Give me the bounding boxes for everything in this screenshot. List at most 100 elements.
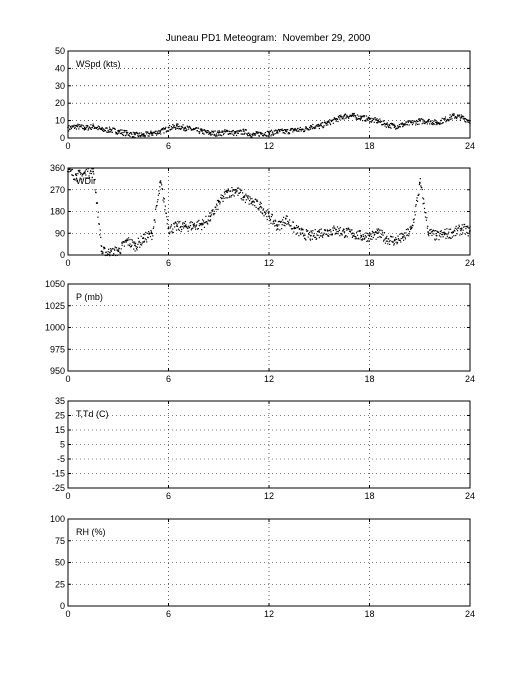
wdir-data-point — [275, 220, 277, 222]
wspd-data-point — [118, 131, 120, 133]
wdir-data-point — [441, 231, 443, 234]
wdir-data-point — [258, 209, 260, 211]
wdir-data-point — [215, 206, 217, 208]
wdir-data-point — [435, 229, 437, 232]
wspd-data-point — [271, 131, 273, 133]
wdir-data-point — [421, 187, 423, 189]
wdir-data-point — [182, 222, 184, 224]
wdir-data-point — [344, 236, 346, 238]
wspd-data-point — [215, 135, 217, 137]
wdir-data-point — [94, 179, 96, 181]
wdir-data-point — [210, 214, 213, 216]
wdir-data-point — [281, 224, 283, 226]
wspd-data-point — [84, 127, 86, 130]
wdir-data-point — [111, 248, 113, 250]
wspd-data-point — [352, 112, 354, 115]
wspd-data-point — [276, 131, 278, 133]
wspd-data-point — [282, 129, 285, 132]
wspd-data-point — [134, 132, 136, 134]
wdir-data-point — [201, 228, 203, 231]
wspd-value-point — [402, 123, 404, 125]
wspd-data-point — [432, 124, 434, 126]
wspd-data-point — [204, 129, 206, 132]
wdir-data-point — [442, 233, 444, 236]
wspd-data-point — [151, 134, 153, 136]
wspd-data-point — [108, 126, 111, 128]
wdir-data-point — [88, 175, 90, 177]
wspd-data-point — [140, 132, 142, 134]
wspd-data-point — [318, 127, 320, 130]
wspd-value-point — [351, 114, 354, 117]
wdir-data-point — [127, 239, 129, 242]
wspd-value-point — [309, 124, 312, 127]
wspd-data-point — [263, 133, 266, 135]
wdir-data-point — [131, 239, 133, 241]
wdir-data-point — [374, 233, 376, 236]
wdir-data-point — [261, 207, 263, 209]
wdir-data-point — [396, 238, 398, 241]
wdir-data-point — [280, 220, 282, 222]
wspd-data-point — [444, 116, 447, 118]
wdir-data-point — [223, 197, 225, 199]
wspd-value-point — [150, 131, 153, 134]
wdir-data-point — [249, 196, 251, 198]
wdir-data-point — [281, 228, 283, 230]
wspd-data-point — [321, 126, 323, 128]
wspd-data-point — [180, 127, 182, 130]
wspd-data-point — [295, 129, 297, 132]
wspd-data-point — [390, 127, 392, 129]
wdir-data-point — [385, 240, 387, 242]
wdir-data-point — [438, 235, 441, 237]
wdir-data-point — [433, 230, 435, 232]
wspd-data-point — [147, 131, 149, 133]
wdir-data-point — [315, 236, 317, 239]
wspd-data-point — [285, 129, 287, 131]
wspd-data-point — [382, 124, 384, 126]
wdir-data-point — [466, 231, 468, 234]
wspd-data-point — [308, 129, 310, 131]
wdir-data-point — [434, 239, 436, 241]
wspd-data-point — [291, 128, 293, 130]
wspd-data-point — [175, 127, 177, 129]
wdir-data-point — [410, 225, 412, 227]
wspd-data-point — [138, 133, 140, 135]
wdir-data-point — [190, 229, 193, 231]
wspd-data-point — [236, 130, 238, 132]
wdir-data-point — [276, 223, 278, 226]
wdir-data-point — [170, 224, 173, 226]
wspd-data-point — [356, 117, 358, 119]
wspd-data-point — [133, 136, 135, 138]
wdir-data-point — [93, 173, 95, 175]
wspd-data-point — [382, 123, 385, 125]
wdir-data-point — [366, 240, 368, 243]
wspd-data-point — [186, 125, 188, 127]
wspd-data-point — [270, 135, 272, 137]
wspd-data-point — [118, 129, 120, 131]
wspd-data-point — [247, 135, 249, 137]
wspd-data-point — [205, 130, 207, 132]
wdir-data-point — [87, 170, 89, 172]
wdir-ytick-label: 180 — [50, 207, 65, 217]
wspd-data-point — [269, 130, 272, 133]
wspd-data-point — [456, 114, 459, 116]
wdir-data-point — [104, 254, 106, 257]
wdir-data-point — [417, 194, 420, 196]
wspd-data-point — [242, 133, 244, 135]
wspd-data-point — [454, 117, 456, 119]
wspd-data-point — [85, 124, 87, 127]
wdir-data-point — [356, 231, 358, 233]
wdir-data-point — [447, 237, 449, 239]
wspd-data-point — [373, 118, 375, 121]
wdir-value-point — [427, 231, 430, 233]
wdir-data-point — [274, 225, 276, 227]
wspd-data-point — [334, 117, 336, 119]
wspd-data-point — [104, 129, 106, 132]
wdir-data-point — [456, 233, 458, 235]
temp-ytick-label: 25 — [55, 411, 65, 421]
wspd-data-point — [355, 118, 357, 120]
wspd-data-point — [231, 130, 233, 132]
wspd-data-point — [156, 131, 159, 133]
wdir-data-point — [264, 211, 266, 213]
